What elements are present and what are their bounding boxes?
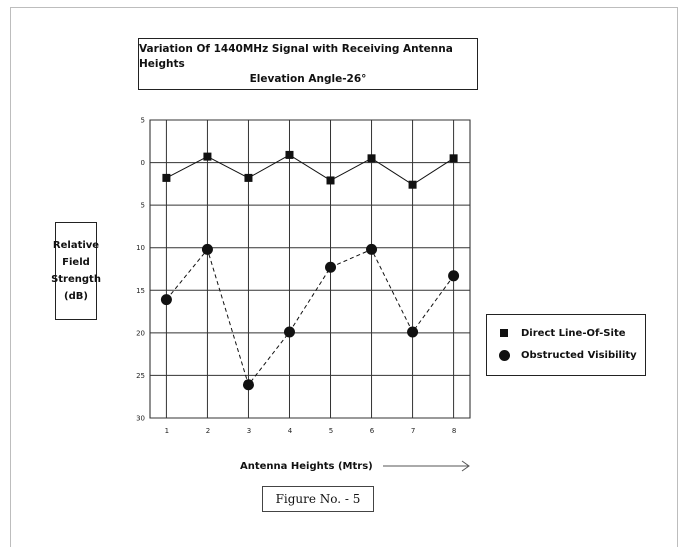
direct-data-point [162, 173, 171, 182]
x-tick-label: 6 [370, 427, 375, 435]
x-axis-label-group: Antenna Heights (Mtrs) [240, 460, 473, 472]
y-tick-label: 5 [141, 202, 145, 210]
direct-data-point [449, 154, 458, 163]
figure-caption: Figure No. - 5 [262, 486, 374, 512]
x-tick-label: 1 [165, 427, 169, 435]
chart-grid [149, 119, 471, 419]
legend-label-obstructed: Obstructed Visibility [521, 349, 637, 361]
y-axis-label-line: (dB) [64, 291, 88, 302]
y-tick-label: 25 [136, 372, 145, 380]
figure-frame [10, 7, 678, 547]
x-tick-label: 4 [288, 427, 293, 435]
y-tick-label: 0 [141, 159, 145, 167]
x-axis-label: Antenna Heights (Mtrs) [240, 460, 373, 472]
obstructed-data-point [407, 326, 419, 338]
series-line-1 [166, 154, 454, 186]
y-tick-label: 20 [136, 329, 145, 337]
line-chart: 5 0 5 10 15 20 25 30 1 2 3 4 5 6 7 8 [136, 117, 471, 436]
legend-label-direct: Direct Line-Of-Site [521, 327, 626, 339]
x-tick-label: 2 [206, 427, 210, 435]
right-arrow-icon [382, 460, 470, 472]
obstructed-data-point [242, 379, 254, 391]
x-tick-label: 7 [411, 427, 415, 435]
legend-item-direct: Direct Line-Of-Site [497, 322, 645, 344]
direct-data-point [367, 154, 376, 163]
chart-subtitle: Elevation Angle-26° [249, 72, 367, 85]
obstructed-data-point [366, 243, 378, 255]
square-marker-icon [500, 329, 508, 337]
chart-ticks: 5 0 5 10 15 20 25 30 1 2 3 4 5 6 7 8 [136, 117, 456, 436]
chart-title: Variation Of 1440MHz Signal with Receivi… [139, 42, 453, 70]
obstructed-data-point [448, 270, 460, 282]
y-tick-label: 5 [141, 117, 145, 125]
direct-data-point [244, 173, 253, 182]
y-tick-label: 10 [136, 244, 145, 252]
x-tick-label: 5 [329, 427, 333, 435]
y-axis-label-line: Relative [52, 240, 100, 251]
chart-series [160, 150, 460, 391]
y-axis-label-line: Strength [51, 274, 101, 285]
obstructed-data-point [325, 261, 337, 273]
obstructed-data-point [160, 294, 172, 306]
x-tick-label: 8 [452, 427, 456, 435]
plot-area-border [149, 119, 471, 419]
chart-title-box: Variation Of 1440MHz Signal with Receivi… [138, 38, 478, 90]
direct-data-point [326, 176, 335, 185]
y-axis-label-line: Field [62, 257, 90, 268]
y-tick-label: 30 [136, 415, 145, 423]
obstructed-data-point [283, 326, 295, 338]
legend: Direct Line-Of-Site Obstructed Visibilit… [486, 314, 646, 376]
direct-data-point [203, 152, 212, 161]
y-tick-label: 15 [136, 287, 145, 295]
y-axis-label-box: Relative Field Strength (dB) [51, 222, 101, 320]
legend-item-obstructed: Obstructed Visibility [497, 344, 645, 366]
x-tick-label: 3 [247, 427, 251, 435]
direct-data-point [408, 180, 417, 189]
series-line-2 [166, 248, 454, 386]
circle-marker-icon [498, 349, 510, 361]
direct-data-point [285, 150, 294, 159]
obstructed-data-point [201, 243, 213, 255]
